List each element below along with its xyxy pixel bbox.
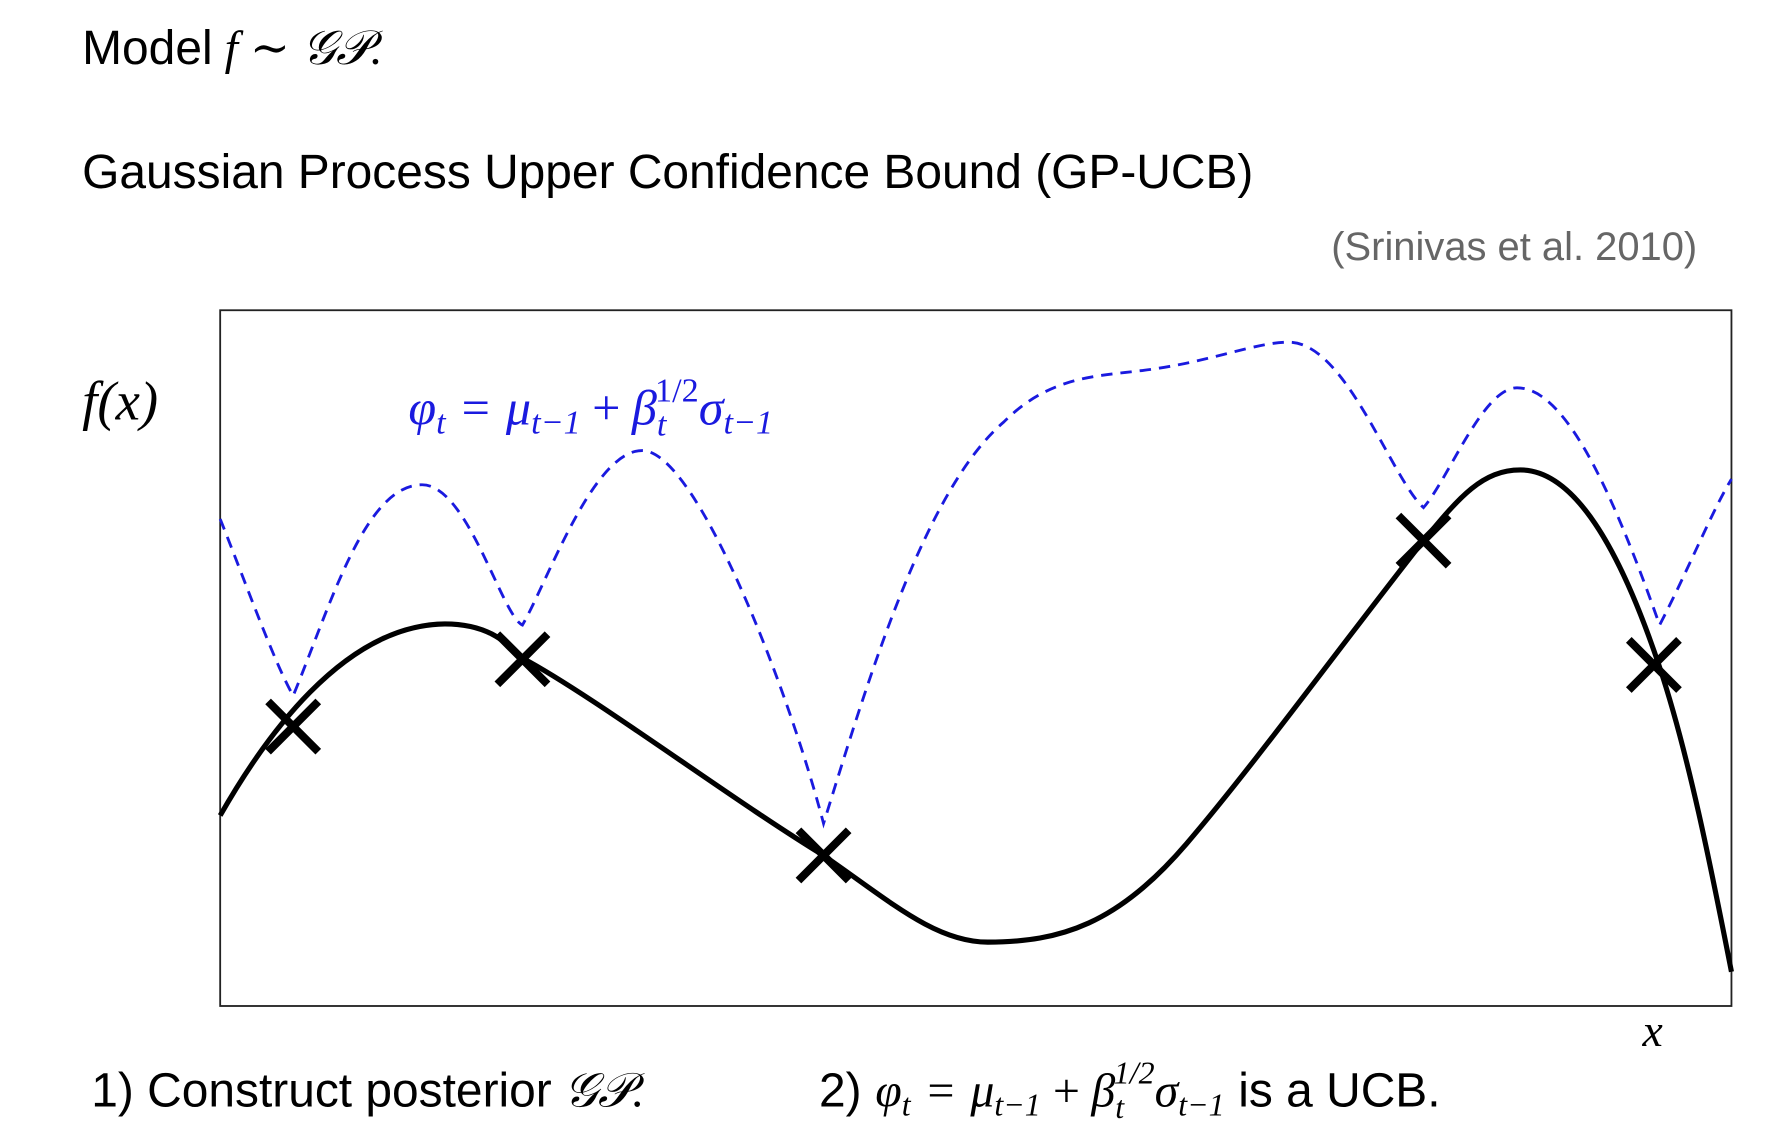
formula-part: β bbox=[631, 379, 657, 435]
formula-part: + bbox=[592, 379, 620, 435]
observation-marker bbox=[494, 631, 551, 688]
formula-sub: t−1 bbox=[1178, 1087, 1224, 1122]
observation-marker bbox=[1395, 512, 1452, 569]
step-2: 2) φt = μt−1 + βt1/2σt−1 is a UCB. bbox=[819, 1056, 1441, 1125]
ucb-curve bbox=[218, 340, 1733, 829]
formula-sup: 1/2 bbox=[655, 372, 699, 409]
step-1: 1) Construct posterior 𝒢𝒫. bbox=[91, 1064, 645, 1117]
formula-sub: t−1 bbox=[723, 404, 773, 441]
function-curve bbox=[217, 467, 1734, 973]
formula-sub: t bbox=[657, 407, 668, 444]
observation-marker bbox=[265, 698, 322, 755]
model-word: Model bbox=[82, 22, 212, 75]
formula-part: + bbox=[1050, 1064, 1082, 1117]
formula-part: φ bbox=[875, 1064, 901, 1117]
step-math: 𝒢𝒫. bbox=[564, 1064, 645, 1117]
formula-sub: t−1 bbox=[994, 1087, 1040, 1122]
formula-sub: t bbox=[1115, 1090, 1125, 1125]
observations bbox=[265, 512, 1682, 884]
formula-sub: t bbox=[436, 404, 447, 441]
observation-marker bbox=[1625, 637, 1682, 693]
formula-part: μ bbox=[505, 379, 531, 435]
heading: Gaussian Process Upper Confidence Bound … bbox=[82, 146, 1253, 199]
formula-part: μ bbox=[969, 1064, 994, 1117]
step-text: is a UCB. bbox=[1238, 1064, 1440, 1117]
plot-frame bbox=[219, 309, 1733, 1007]
step-text: 2) bbox=[819, 1064, 862, 1117]
citation: (Srinivas et al. 2010) bbox=[1331, 225, 1697, 269]
model-line: Model f ∼ 𝒢𝒫. bbox=[82, 22, 383, 75]
x-axis-label: x bbox=[1641, 1005, 1662, 1056]
formula-part: β bbox=[1090, 1064, 1115, 1117]
formula-sup: 1/2 bbox=[1114, 1056, 1155, 1091]
formula-sub: t bbox=[902, 1087, 912, 1122]
formula-part: = bbox=[462, 379, 490, 435]
formula-part: φ bbox=[408, 379, 436, 435]
formula-part: σ bbox=[699, 379, 726, 435]
step-text: 1) Construct posterior bbox=[91, 1064, 552, 1117]
formula-part: = bbox=[924, 1064, 956, 1117]
observation-marker bbox=[795, 827, 852, 884]
model-math: f ∼ 𝒢𝒫. bbox=[225, 22, 383, 75]
formula-part: σ bbox=[1155, 1064, 1181, 1117]
y-axis-label: f(x) bbox=[82, 371, 158, 432]
ucb-formula: φt = μt−1 + βt1/2σt−1 bbox=[408, 372, 773, 443]
formula-sub: t−1 bbox=[531, 404, 581, 441]
